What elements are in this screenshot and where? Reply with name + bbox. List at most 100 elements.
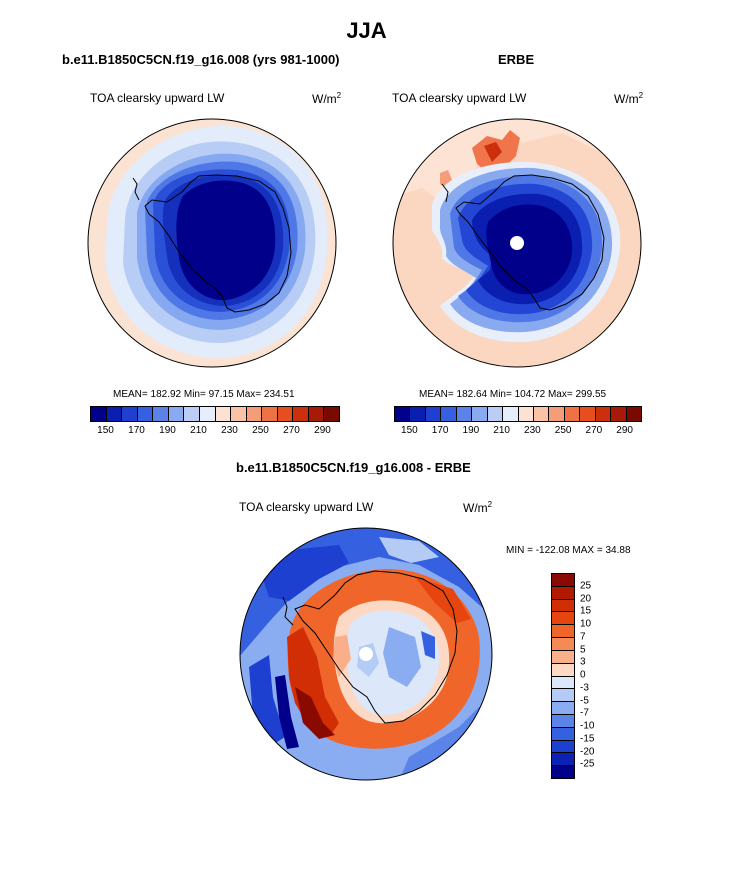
colorbar-swatch <box>552 599 574 613</box>
panel1-title: b.e11.B1850C5CN.f19_g16.008 (yrs 981-100… <box>62 52 340 67</box>
colorbar-tick-label: -3 <box>580 682 589 694</box>
colorbar-tick-label: 190 <box>159 425 176 436</box>
colorbar-swatch <box>552 612 574 626</box>
colorbar-swatch <box>549 407 565 421</box>
colorbar-tick-label: 150 <box>97 425 114 436</box>
colorbar-swatch <box>552 740 574 754</box>
colorbar-swatch <box>199 407 216 421</box>
figure-title: JJA <box>346 18 387 43</box>
panel2-variable: TOA clearsky upward LW <box>392 91 527 105</box>
colorbar-swatch <box>308 407 325 421</box>
colorbar-swatch <box>91 407 107 421</box>
colorbar-swatch <box>552 714 574 728</box>
panel2-colorbar <box>394 406 642 422</box>
colorbar-swatch <box>552 689 574 703</box>
colorbar-tick-label: 20 <box>580 593 592 604</box>
panel2-map <box>392 118 642 368</box>
colorbar-swatch <box>503 407 519 421</box>
colorbar-swatch <box>518 407 534 421</box>
panel1-stats: MEAN= 182.92 Min= 97.15 Max= 234.51 <box>113 389 295 400</box>
colorbar-swatch <box>552 650 574 664</box>
panel2-title: ERBE <box>498 52 535 67</box>
colorbar-tick-label: 5 <box>580 644 586 655</box>
colorbar-swatch <box>153 407 169 421</box>
panel3-map <box>239 527 493 781</box>
colorbar-swatch <box>441 407 457 421</box>
colorbar-tick-label: -15 <box>580 733 595 745</box>
colorbar-swatch <box>552 727 574 741</box>
colorbar-swatch <box>533 407 550 421</box>
colorbar-tick-label: 7 <box>580 631 586 643</box>
colorbar-tick-label: 190 <box>462 425 480 436</box>
colorbar-swatch <box>552 753 574 767</box>
colorbar-swatch <box>552 663 574 677</box>
colorbar-tick-label: -5 <box>580 695 589 706</box>
colorbar-tick-label: 290 <box>314 425 331 436</box>
colorbar-swatch <box>215 407 232 421</box>
colorbar-tick-label: 3 <box>580 656 586 668</box>
colorbar-tick-label: 230 <box>524 425 541 436</box>
colorbar-swatch <box>552 702 574 715</box>
colorbar-tick-label: 270 <box>585 425 603 436</box>
colorbar-swatch <box>277 407 294 421</box>
colorbar-swatch <box>410 407 426 421</box>
colorbar-swatch <box>231 407 247 421</box>
colorbar-swatch <box>106 407 123 421</box>
panel2-colorbar-labels: 150 170 190 210 230 250 270 290 <box>394 425 640 439</box>
colorbar-swatch <box>580 407 596 421</box>
panel3-title: b.e11.B1850C5CN.f19_g16.008 - ERBE <box>236 460 471 475</box>
colorbar-swatch <box>425 407 442 421</box>
colorbar-swatch <box>626 407 641 421</box>
colorbar-swatch <box>552 676 574 690</box>
colorbar-tick-label: 0 <box>580 669 586 681</box>
colorbar-tick-label: -25 <box>580 758 595 770</box>
colorbar-swatch <box>168 407 185 421</box>
colorbar-tick-label: 270 <box>283 425 300 436</box>
panel1-colorbar <box>90 406 340 422</box>
colorbar-tick-label: 170 <box>431 425 449 436</box>
colorbar-swatch <box>552 638 574 651</box>
colorbar-swatch <box>552 625 574 639</box>
colorbar-swatch <box>552 766 574 778</box>
panel3-colorbar <box>551 573 575 779</box>
colorbar-swatch <box>293 407 309 421</box>
colorbar-tick-label: 10 <box>580 618 592 630</box>
panel3-variable: TOA clearsky upward LW <box>239 500 374 514</box>
panel1-map <box>87 118 337 368</box>
panel3-colorbar-labels: 25 20 15 10 7 5 3 0 -3 -5 -7 -10 -15 -20 -25 <box>580 573 620 777</box>
colorbar-swatch <box>246 407 263 421</box>
colorbar-swatch <box>487 407 504 421</box>
colorbar-swatch <box>122 407 138 421</box>
colorbar-tick-label: 170 <box>128 425 145 436</box>
panel3-stats: MIN = -122.08 MAX = 34.88 <box>506 545 631 556</box>
colorbar-swatch <box>456 407 473 421</box>
colorbar-tick-label: 250 <box>554 425 572 436</box>
colorbar-tick-label: 250 <box>252 425 269 436</box>
panel1-variable: TOA clearsky upward LW <box>90 91 225 105</box>
panel1-units: W/m2 <box>312 91 342 107</box>
colorbar-tick-label: -20 <box>580 746 595 757</box>
colorbar-swatch <box>552 586 574 600</box>
panel2-units: W/m2 <box>614 91 644 107</box>
colorbar-swatch <box>262 407 278 421</box>
colorbar-tick-label: -10 <box>580 720 595 732</box>
panel2-stats: MEAN= 182.64 Min= 104.72 Max= 299.55 <box>419 389 607 400</box>
colorbar-tick-label: 210 <box>190 425 207 436</box>
colorbar-swatch <box>595 407 612 421</box>
colorbar-swatch <box>395 407 411 421</box>
colorbar-swatch <box>564 407 581 421</box>
colorbar-tick-label: 290 <box>616 425 633 436</box>
colorbar-tick-label: 25 <box>580 580 592 592</box>
colorbar-tick-label: -7 <box>580 707 589 719</box>
colorbar-swatch <box>611 407 627 421</box>
colorbar-swatch <box>552 574 574 587</box>
colorbar-swatch <box>324 407 339 421</box>
panel1-colorbar-labels: 150 170 190 210 230 250 270 290 <box>90 425 338 439</box>
colorbar-swatch <box>184 407 200 421</box>
colorbar-tick-label: 230 <box>221 425 238 436</box>
panel3-units: W/m2 <box>463 500 493 516</box>
colorbar-swatch <box>137 407 154 421</box>
colorbar-tick-label: 150 <box>401 425 418 436</box>
colorbar-tick-label: 15 <box>580 605 592 617</box>
colorbar-swatch <box>472 407 488 421</box>
